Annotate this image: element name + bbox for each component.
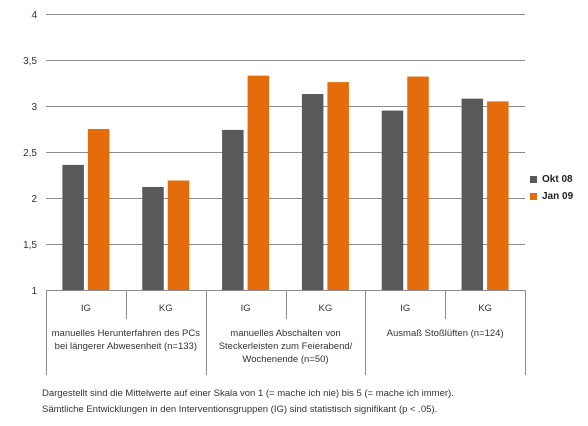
bar-okt08-4 (381, 110, 404, 290)
bar-jan09-1 (167, 180, 190, 290)
y-tick-label: 4 (31, 10, 37, 21)
x-category-label: IG (81, 303, 91, 314)
bar-jan09-2 (247, 75, 270, 290)
x-group-label: manuelles Herunterfahren des PCs (52, 328, 201, 339)
y-tick-label: 1 (31, 286, 37, 297)
bar-chart: 1 1,5 2 2,5 3 3,5 4 IG KG IG KG IG KG manuelles Heru… (23, 10, 526, 375)
legend-swatch-okt08 (530, 176, 537, 183)
legend: Okt 08 Jan 09 (530, 171, 573, 205)
gridlines (46, 14, 525, 291)
footnote-scale: Dargestellt sind die Mittelwerte auf ein… (42, 388, 454, 399)
x-group-label: Wochenende (n=50) (242, 354, 328, 365)
legend-label-okt08: Okt 08 (542, 174, 573, 185)
y-tick-label: 3 (31, 102, 37, 113)
x-group-label: manuelles Abschalten von (230, 328, 340, 339)
legend-item-okt08: Okt 08 (530, 171, 573, 188)
category-axis: IG KG IG KG IG KG manuelles Herunterfahren des… (46, 290, 526, 375)
bar-okt08-5 (461, 98, 484, 290)
bar-okt08-0 (62, 164, 84, 290)
x-group-label: bei längerer Abwesenheit (n=133) (55, 341, 197, 352)
bar-okt08-3 (301, 94, 324, 290)
bar-jan09-3 (327, 82, 349, 290)
legend-swatch-jan09 (530, 193, 537, 200)
x-category-label: KG (319, 303, 333, 314)
x-category-label: KG (478, 303, 492, 314)
x-category-label: KG (159, 303, 173, 314)
bar-jan09-5 (487, 101, 509, 291)
bars (62, 75, 509, 291)
bar-okt08-2 (222, 129, 244, 290)
x-group-label: Ausmaß Stoßlüften (n=124) (387, 328, 504, 339)
bar-jan09-0 (87, 129, 110, 290)
x-category-label: IG (241, 303, 251, 314)
y-tick-label: 1,5 (23, 240, 37, 251)
y-tick-label: 2 (31, 194, 37, 205)
bar-okt08-1 (142, 186, 164, 290)
y-tick-label: 2,5 (23, 148, 37, 159)
legend-label-jan09: Jan 09 (542, 191, 574, 202)
x-group-label: Steckerleisten zum Feierabend/ (219, 341, 353, 352)
bar-jan09-4 (407, 76, 429, 290)
x-category-label: IG (400, 303, 410, 314)
y-tick-label: 3,5 (23, 56, 37, 67)
footnotes: Dargestellt sind die Mittelwerte auf ein… (42, 386, 454, 418)
legend-item-jan09: Jan 09 (530, 188, 573, 205)
y-axis-ticks: 1 1,5 2 2,5 3 3,5 4 (23, 10, 37, 297)
footnote-significance: Sämtliche Entwicklungen in den Intervent… (42, 404, 438, 415)
